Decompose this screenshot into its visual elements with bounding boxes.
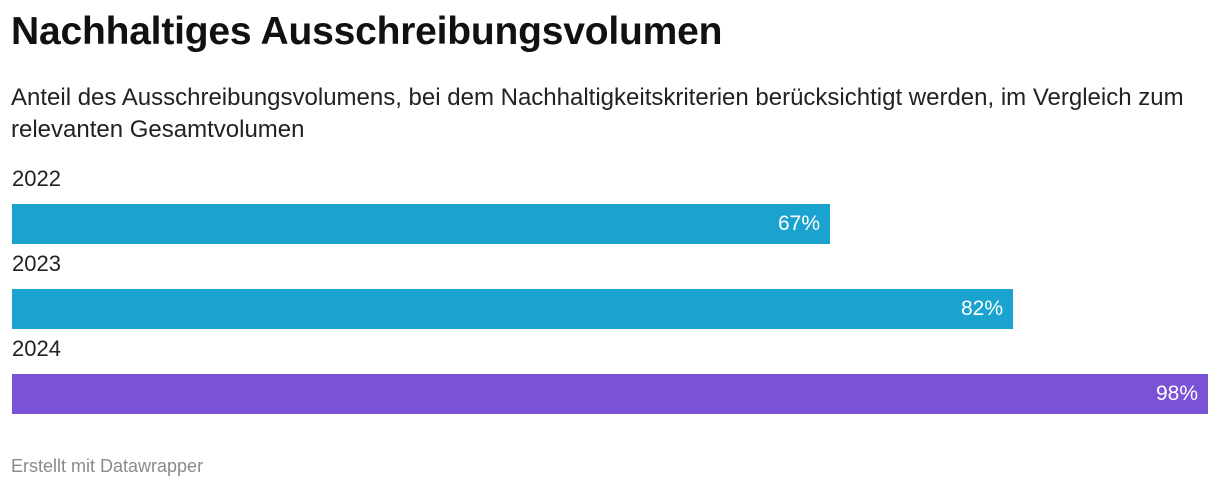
chart-footer-credit: Erstellt mit Datawrapper <box>11 456 204 476</box>
bar-row-2024: 2024 98% <box>12 336 1208 416</box>
bar-row-2023: 2023 82% <box>12 251 1208 331</box>
category-label: 2023 <box>12 251 61 276</box>
bar-chart: 2022 67% 2023 82% 2024 98% <box>12 166 1208 426</box>
chart-subtitle: Anteil des Ausschreibungsvolumens, bei d… <box>11 84 1184 143</box>
category-label: 2024 <box>12 336 61 361</box>
bar-value-label: 82% <box>960 297 1003 320</box>
bar-2023: 82% <box>12 289 1013 329</box>
bar-value-label: 67% <box>777 212 820 235</box>
chart-title: Nachhaltiges Ausschreibungsvolumen <box>11 10 723 53</box>
bar-2022: 67% <box>12 204 830 244</box>
bar-row-2022: 2022 67% <box>12 166 1208 246</box>
bar-2024: 98% <box>12 374 1208 414</box>
bar-value-label: 98% <box>1155 382 1198 405</box>
category-label: 2022 <box>12 166 61 191</box>
